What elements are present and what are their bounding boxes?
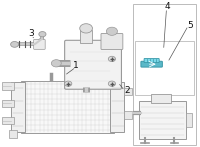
Bar (2, 82, 14, 90)
Circle shape (65, 81, 72, 86)
Bar (133, 4, 196, 145)
Text: 5: 5 (187, 21, 193, 30)
Text: 3: 3 (29, 29, 34, 38)
Bar (124, 111, 132, 119)
Bar (2, 117, 14, 125)
Bar (21, 81, 114, 133)
Bar (110, 82, 124, 132)
Bar (186, 113, 192, 127)
Bar (2, 100, 14, 107)
Bar (80, 30, 92, 43)
FancyBboxPatch shape (141, 61, 162, 67)
Circle shape (106, 27, 117, 35)
Text: 1: 1 (73, 61, 79, 70)
Circle shape (108, 56, 115, 62)
Circle shape (80, 24, 92, 33)
Bar (151, 94, 171, 103)
Circle shape (51, 60, 61, 67)
Bar (9, 130, 17, 138)
FancyBboxPatch shape (144, 59, 159, 63)
Text: 2: 2 (124, 86, 130, 95)
Bar (139, 101, 186, 139)
Circle shape (39, 32, 46, 37)
FancyBboxPatch shape (34, 39, 45, 49)
FancyBboxPatch shape (65, 40, 121, 89)
Bar (11, 82, 25, 132)
Text: 4: 4 (165, 2, 170, 11)
Circle shape (108, 81, 115, 86)
Circle shape (11, 41, 19, 47)
Bar (124, 88, 132, 95)
Bar (135, 41, 194, 95)
FancyBboxPatch shape (101, 34, 123, 50)
